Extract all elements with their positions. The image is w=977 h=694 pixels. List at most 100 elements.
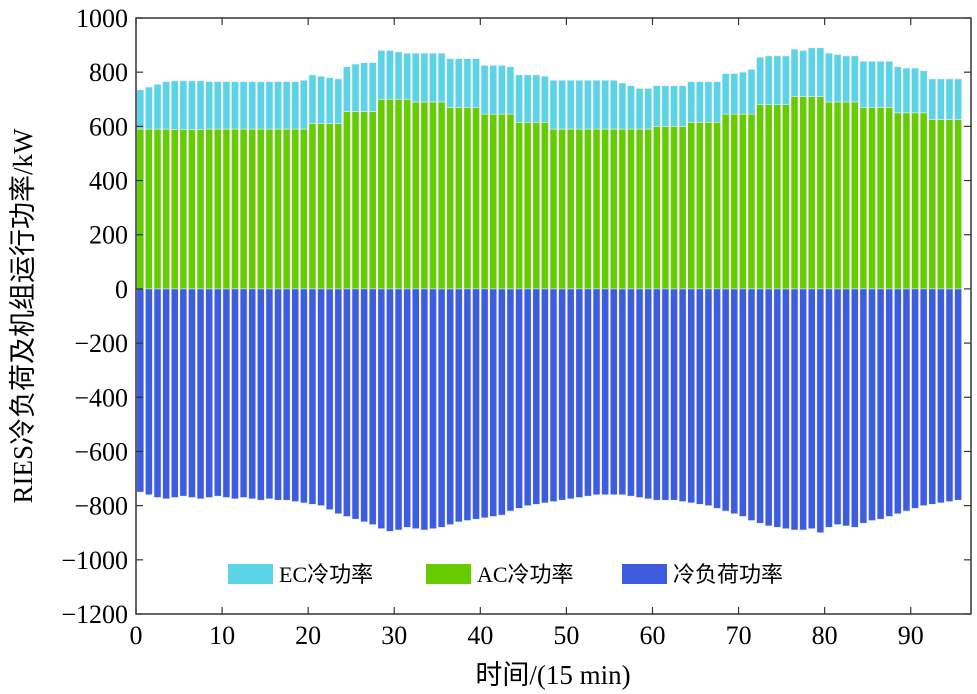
bar-ec-93 <box>928 78 937 120</box>
bar-ec-71 <box>739 71 747 115</box>
bar-ec-13 <box>239 81 248 130</box>
bar-ec-78 <box>799 50 807 97</box>
bar-ec-7 <box>188 80 196 130</box>
bar-load-18 <box>282 288 291 501</box>
bar-load-26 <box>351 288 360 520</box>
bar-ac-27 <box>360 111 368 290</box>
bar-ac-10 <box>213 128 222 290</box>
bar-load-44 <box>506 288 515 512</box>
x-tick-label: 70 <box>726 621 752 650</box>
bar-ec-60 <box>644 88 653 130</box>
bar-ac-23 <box>325 123 334 290</box>
legend-label-load: 冷负荷功率 <box>673 562 783 587</box>
bar-ac-18 <box>282 128 291 290</box>
x-tick-label: 20 <box>295 621 321 650</box>
bar-ac-3 <box>153 128 162 290</box>
bar-load-70 <box>730 288 739 515</box>
bar-ec-69 <box>721 73 730 115</box>
bar-ac-16 <box>265 128 274 290</box>
bar-ac-43 <box>498 113 506 290</box>
bar-load-85 <box>859 288 868 524</box>
bar-ec-2 <box>145 86 153 130</box>
bar-ec-62 <box>661 85 670 127</box>
bar-load-81 <box>825 288 833 528</box>
bar-load-43 <box>498 288 506 516</box>
bar-load-14 <box>248 288 257 500</box>
bar-ec-26 <box>351 63 360 112</box>
bar-ec-63 <box>670 85 678 127</box>
bar-ec-14 <box>248 81 257 130</box>
y-tick-label: −600 <box>74 437 128 466</box>
bar-ec-46 <box>523 74 532 123</box>
bar-load-69 <box>721 288 730 512</box>
y-tick-label: −1000 <box>61 546 128 575</box>
bar-load-8 <box>196 288 205 500</box>
bar-load-39 <box>463 288 472 521</box>
bar-ac-79 <box>807 96 816 290</box>
bar-ac-35 <box>429 101 437 290</box>
y-tick-label: −1200 <box>61 600 128 629</box>
bar-ec-68 <box>713 81 721 123</box>
bar-ac-61 <box>652 126 661 290</box>
bar-ac-53 <box>584 128 592 290</box>
bar-load-2 <box>145 288 153 496</box>
bar-ec-70 <box>730 73 739 115</box>
bar-ec-51 <box>566 80 575 130</box>
bar-ec-5 <box>170 80 179 130</box>
bar-ac-24 <box>334 123 343 290</box>
bar-ec-44 <box>506 66 515 115</box>
bar-ac-90 <box>902 112 911 290</box>
bar-load-59 <box>635 288 644 498</box>
bar-ac-34 <box>420 101 429 290</box>
bar-ac-42 <box>489 113 498 290</box>
bar-ac-2 <box>145 128 153 290</box>
bar-load-7 <box>188 288 196 498</box>
bar-ec-90 <box>902 67 911 114</box>
y-tick-label: −800 <box>74 492 128 521</box>
x-tick-label: 0 <box>130 621 143 650</box>
bar-ac-47 <box>532 122 541 290</box>
y-tick-label: 200 <box>89 221 128 250</box>
bar-load-93 <box>928 288 937 505</box>
bar-ac-94 <box>937 119 945 290</box>
bar-ac-84 <box>850 101 859 290</box>
y-axis: −1200 −1000 −800 −600 −400 −200 0 200 400 600 800 1… <box>61 4 971 629</box>
bar-ac-76 <box>782 104 790 290</box>
bar-ec-56 <box>609 80 618 130</box>
bar-ec-33 <box>411 52 420 103</box>
bar-ac-72 <box>747 113 756 290</box>
bar-ac-17 <box>274 128 282 290</box>
x-tick-label: 90 <box>898 621 924 650</box>
bar-ec-96 <box>954 78 962 120</box>
bar-ec-27 <box>360 62 368 112</box>
bar-ac-7 <box>188 129 196 290</box>
bar-ec-92 <box>919 70 928 114</box>
bar-load-1 <box>136 288 145 493</box>
y-tick-label: −200 <box>74 329 128 358</box>
x-axis-title: 时间/(15 min) <box>475 660 630 690</box>
bar-ec-59 <box>635 88 644 130</box>
bar-ec-77 <box>790 48 799 97</box>
bar-ac-70 <box>730 113 739 290</box>
bar-ac-5 <box>170 129 179 290</box>
x-tick-label: 80 <box>812 621 838 650</box>
bar-ac-45 <box>515 122 523 290</box>
bar-ac-49 <box>549 128 558 290</box>
bar-ec-57 <box>618 82 627 130</box>
bar-load-22 <box>317 288 325 506</box>
bar-ec-16 <box>265 81 274 130</box>
bar-ac-26 <box>351 111 360 290</box>
y-axis-title: RIES冷负荷及机组运行功率/kW <box>8 128 38 504</box>
bar-ac-62 <box>661 126 670 290</box>
bar-ac-95 <box>945 119 954 290</box>
bar-ac-51 <box>566 128 575 290</box>
y-tick-label: 800 <box>89 58 128 87</box>
bar-load-76 <box>782 288 790 529</box>
bar-ac-13 <box>239 128 248 290</box>
bar-ac-38 <box>454 107 463 290</box>
bar-load-41 <box>480 288 489 519</box>
bar-ec-31 <box>394 51 403 100</box>
bar-ac-63 <box>670 126 678 290</box>
bar-load-15 <box>256 288 265 501</box>
bar-ac-37 <box>446 107 455 290</box>
